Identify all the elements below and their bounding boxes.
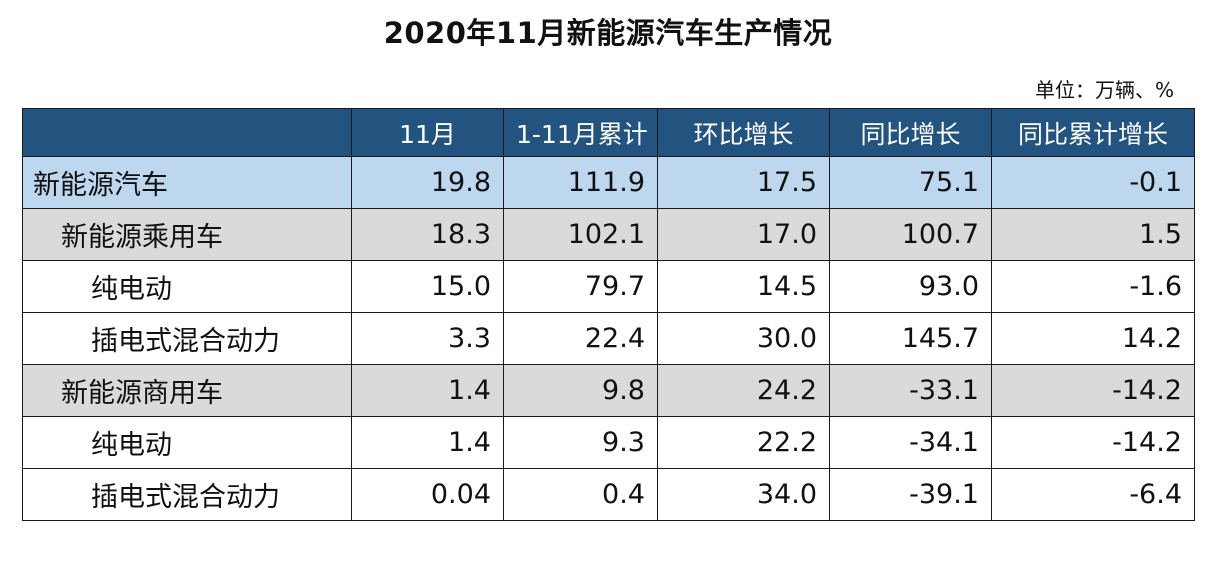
row-label: 新能源汽车 <box>22 156 352 209</box>
table-cell: -0.1 <box>991 156 1195 209</box>
row-label: 纯电动 <box>22 260 352 313</box>
table-row: 插电式混合动力 0.04 0.4 34.0 -39.1 -6.4 <box>22 468 1195 521</box>
table-cell: -6.4 <box>991 468 1195 521</box>
table-cell: -14.2 <box>991 364 1195 417</box>
table-cell: 14.2 <box>991 312 1195 365</box>
table-cell: 14.5 <box>657 260 830 313</box>
table-cell: 24.2 <box>657 364 830 417</box>
table-cell: -1.6 <box>991 260 1195 313</box>
table-cell: 1.4 <box>351 364 504 417</box>
table-cell: 1.4 <box>351 416 504 469</box>
table-row: 插电式混合动力 3.3 22.4 30.0 145.7 14.2 <box>22 312 1195 365</box>
production-table: 11月 1-11月累计 环比增长 同比增长 同比累计增长 新能源汽车 19.8 11… <box>22 108 1195 521</box>
table-cell: 34.0 <box>657 468 830 521</box>
table-cell: -39.1 <box>829 468 992 521</box>
table-row: 纯电动 1.4 9.3 22.2 -34.1 -14.2 <box>22 416 1195 469</box>
table-cell: 1.5 <box>991 208 1195 261</box>
row-label: 新能源商用车 <box>22 364 352 417</box>
table-cell: 0.4 <box>503 468 658 521</box>
unit-label: 单位：万辆、% <box>1034 78 1174 102</box>
table-cell: 79.7 <box>503 260 658 313</box>
table-cell: -34.1 <box>829 416 992 469</box>
header-cell-mom-growth: 环比增长 <box>657 108 830 157</box>
table-header-row: 11月 1-11月累计 环比增长 同比增长 同比累计增长 <box>22 108 1195 157</box>
table-cell: 22.4 <box>503 312 658 365</box>
table-cell: 22.2 <box>657 416 830 469</box>
table-cell: 9.8 <box>503 364 658 417</box>
table-row: 新能源汽车 19.8 111.9 17.5 75.1 -0.1 <box>22 156 1195 209</box>
table-row: 纯电动 15.0 79.7 14.5 93.0 -1.6 <box>22 260 1195 313</box>
table-body: 新能源汽车 19.8 111.9 17.5 75.1 -0.1 新能源乘用车 18.3 102.… <box>22 156 1195 521</box>
table-cell: 19.8 <box>351 156 504 209</box>
page-title: 2020年11月新能源汽车生产情况 <box>383 16 833 50</box>
table-cell: -33.1 <box>829 364 992 417</box>
table-cell: 75.1 <box>829 156 992 209</box>
table-cell: -14.2 <box>991 416 1195 469</box>
table-cell: 15.0 <box>351 260 504 313</box>
table-cell: 93.0 <box>829 260 992 313</box>
header-cell-yoy-growth: 同比增长 <box>829 108 992 157</box>
table-cell: 30.0 <box>657 312 830 365</box>
header-cell-category <box>22 108 352 157</box>
row-label: 插电式混合动力 <box>22 312 352 365</box>
row-label: 新能源乘用车 <box>22 208 352 261</box>
table-cell: 9.3 <box>503 416 658 469</box>
header-cell-cumulative: 1-11月累计 <box>503 108 658 157</box>
table-cell: 18.3 <box>351 208 504 261</box>
row-label: 插电式混合动力 <box>22 468 352 521</box>
table-cell: 100.7 <box>829 208 992 261</box>
table-row: 新能源乘用车 18.3 102.1 17.0 100.7 1.5 <box>22 208 1195 261</box>
row-label: 纯电动 <box>22 416 352 469</box>
table-cell: 17.5 <box>657 156 830 209</box>
table-row: 新能源商用车 1.4 9.8 24.2 -33.1 -14.2 <box>22 364 1195 417</box>
table-cell: 3.3 <box>351 312 504 365</box>
header-cell-yoy-cumulative-growth: 同比累计增长 <box>991 108 1195 157</box>
table-cell: 0.04 <box>351 468 504 521</box>
table-cell: 17.0 <box>657 208 830 261</box>
table-cell: 102.1 <box>503 208 658 261</box>
header-cell-month: 11月 <box>351 108 504 157</box>
table-cell: 111.9 <box>503 156 658 209</box>
table-cell: 145.7 <box>829 312 992 365</box>
